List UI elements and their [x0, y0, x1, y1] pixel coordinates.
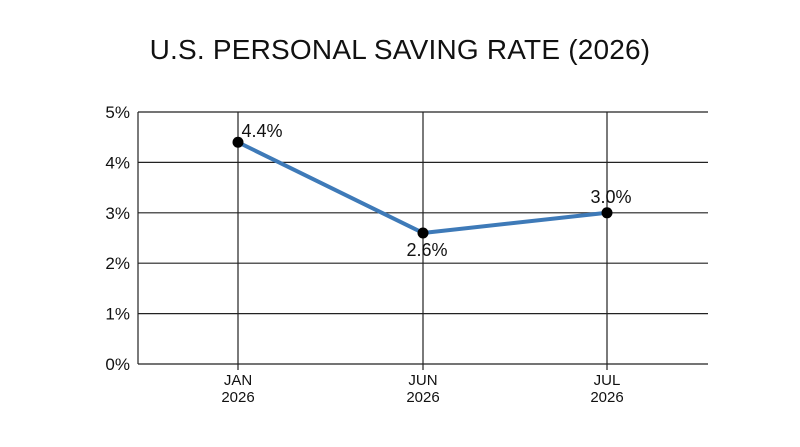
x-tick-label: 2026	[406, 389, 439, 406]
x-tick-label: JAN	[224, 372, 252, 389]
x-tick-label: JUL	[594, 372, 621, 389]
data-labels: 4.4% 2.6% 3.0%	[241, 121, 631, 260]
x-tick-label: JUN	[408, 372, 437, 389]
chart-title: U.S. PERSONAL SAVING RATE (2026)	[149, 34, 651, 65]
data-point	[232, 136, 244, 148]
data-label: 4.4%	[241, 121, 282, 141]
data-point	[601, 207, 613, 219]
y-tick-label: 1%	[105, 305, 130, 324]
y-tick-label: 5%	[105, 103, 130, 122]
x-tick-label: 2026	[221, 389, 254, 406]
x-tick-label: 2026	[590, 389, 623, 406]
y-tick-label: 0%	[105, 355, 130, 374]
grid-lines	[137, 111, 708, 370]
y-tick-labels: 0% 1% 2% 3% 4% 5%	[105, 103, 130, 374]
data-label: 3.0%	[590, 187, 631, 207]
y-tick-label: 4%	[105, 153, 130, 172]
data-label: 2.6%	[406, 240, 447, 260]
y-tick-label: 3%	[105, 204, 130, 223]
series-layer	[232, 136, 613, 239]
data-point	[417, 227, 429, 239]
y-tick-label: 2%	[105, 254, 130, 273]
